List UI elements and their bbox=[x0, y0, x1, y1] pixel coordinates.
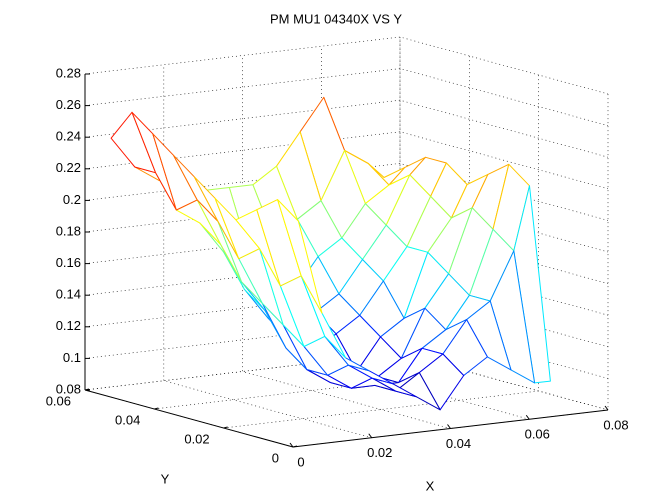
x-tick-label: 0.08 bbox=[603, 417, 628, 432]
grid-line bbox=[84, 163, 609, 221]
y-tick bbox=[292, 445, 298, 448]
grid-line bbox=[84, 36, 609, 95]
y-tick bbox=[223, 426, 228, 429]
grid-line bbox=[84, 226, 609, 284]
chart-title: PM MU1 04340X VS Y bbox=[270, 11, 402, 26]
x-tick bbox=[525, 414, 530, 420]
x-tick-label: 0 bbox=[297, 454, 304, 469]
z-tick-label: 0.24 bbox=[56, 129, 81, 144]
z-tick-label: 0.14 bbox=[56, 287, 81, 302]
grid-line bbox=[84, 194, 609, 253]
y-tick-label: 0 bbox=[272, 450, 279, 465]
x-tick bbox=[604, 405, 609, 411]
x-tick-label: 0.02 bbox=[367, 445, 392, 460]
mesh-cell bbox=[277, 199, 323, 314]
x-tick-label: 0.04 bbox=[446, 436, 471, 451]
y-tick-label: 0.04 bbox=[115, 412, 140, 427]
y-tick bbox=[84, 388, 90, 391]
y-tick-label: 0.02 bbox=[184, 431, 209, 446]
z-tick-label: 0.16 bbox=[56, 255, 81, 270]
grid-line bbox=[84, 131, 609, 190]
grid-line bbox=[84, 99, 609, 158]
x-tick bbox=[289, 442, 294, 448]
y-axis-label: Y bbox=[161, 471, 170, 486]
x-tick bbox=[447, 424, 451, 429]
z-tick-label: 0.2 bbox=[63, 192, 81, 207]
z-tick-label: 0.1 bbox=[63, 350, 81, 365]
z-tick-label: 0.18 bbox=[56, 223, 81, 238]
z-tick-label: 0.28 bbox=[56, 65, 81, 80]
grid-line bbox=[84, 352, 609, 411]
z-tick-label: 0.12 bbox=[56, 318, 81, 333]
z-tick-label: 0.08 bbox=[56, 381, 81, 396]
x-tick-label: 0.06 bbox=[525, 427, 550, 442]
z-tick-label: 0.22 bbox=[56, 160, 81, 175]
y-tick-label: 0.06 bbox=[46, 393, 71, 408]
x-axis-label: X bbox=[426, 478, 435, 493]
x-tick bbox=[368, 433, 373, 439]
z-tick-label: 0.26 bbox=[56, 97, 81, 112]
grid-line bbox=[84, 68, 609, 126]
axis-line bbox=[84, 389, 294, 448]
y-tick bbox=[154, 407, 159, 410]
